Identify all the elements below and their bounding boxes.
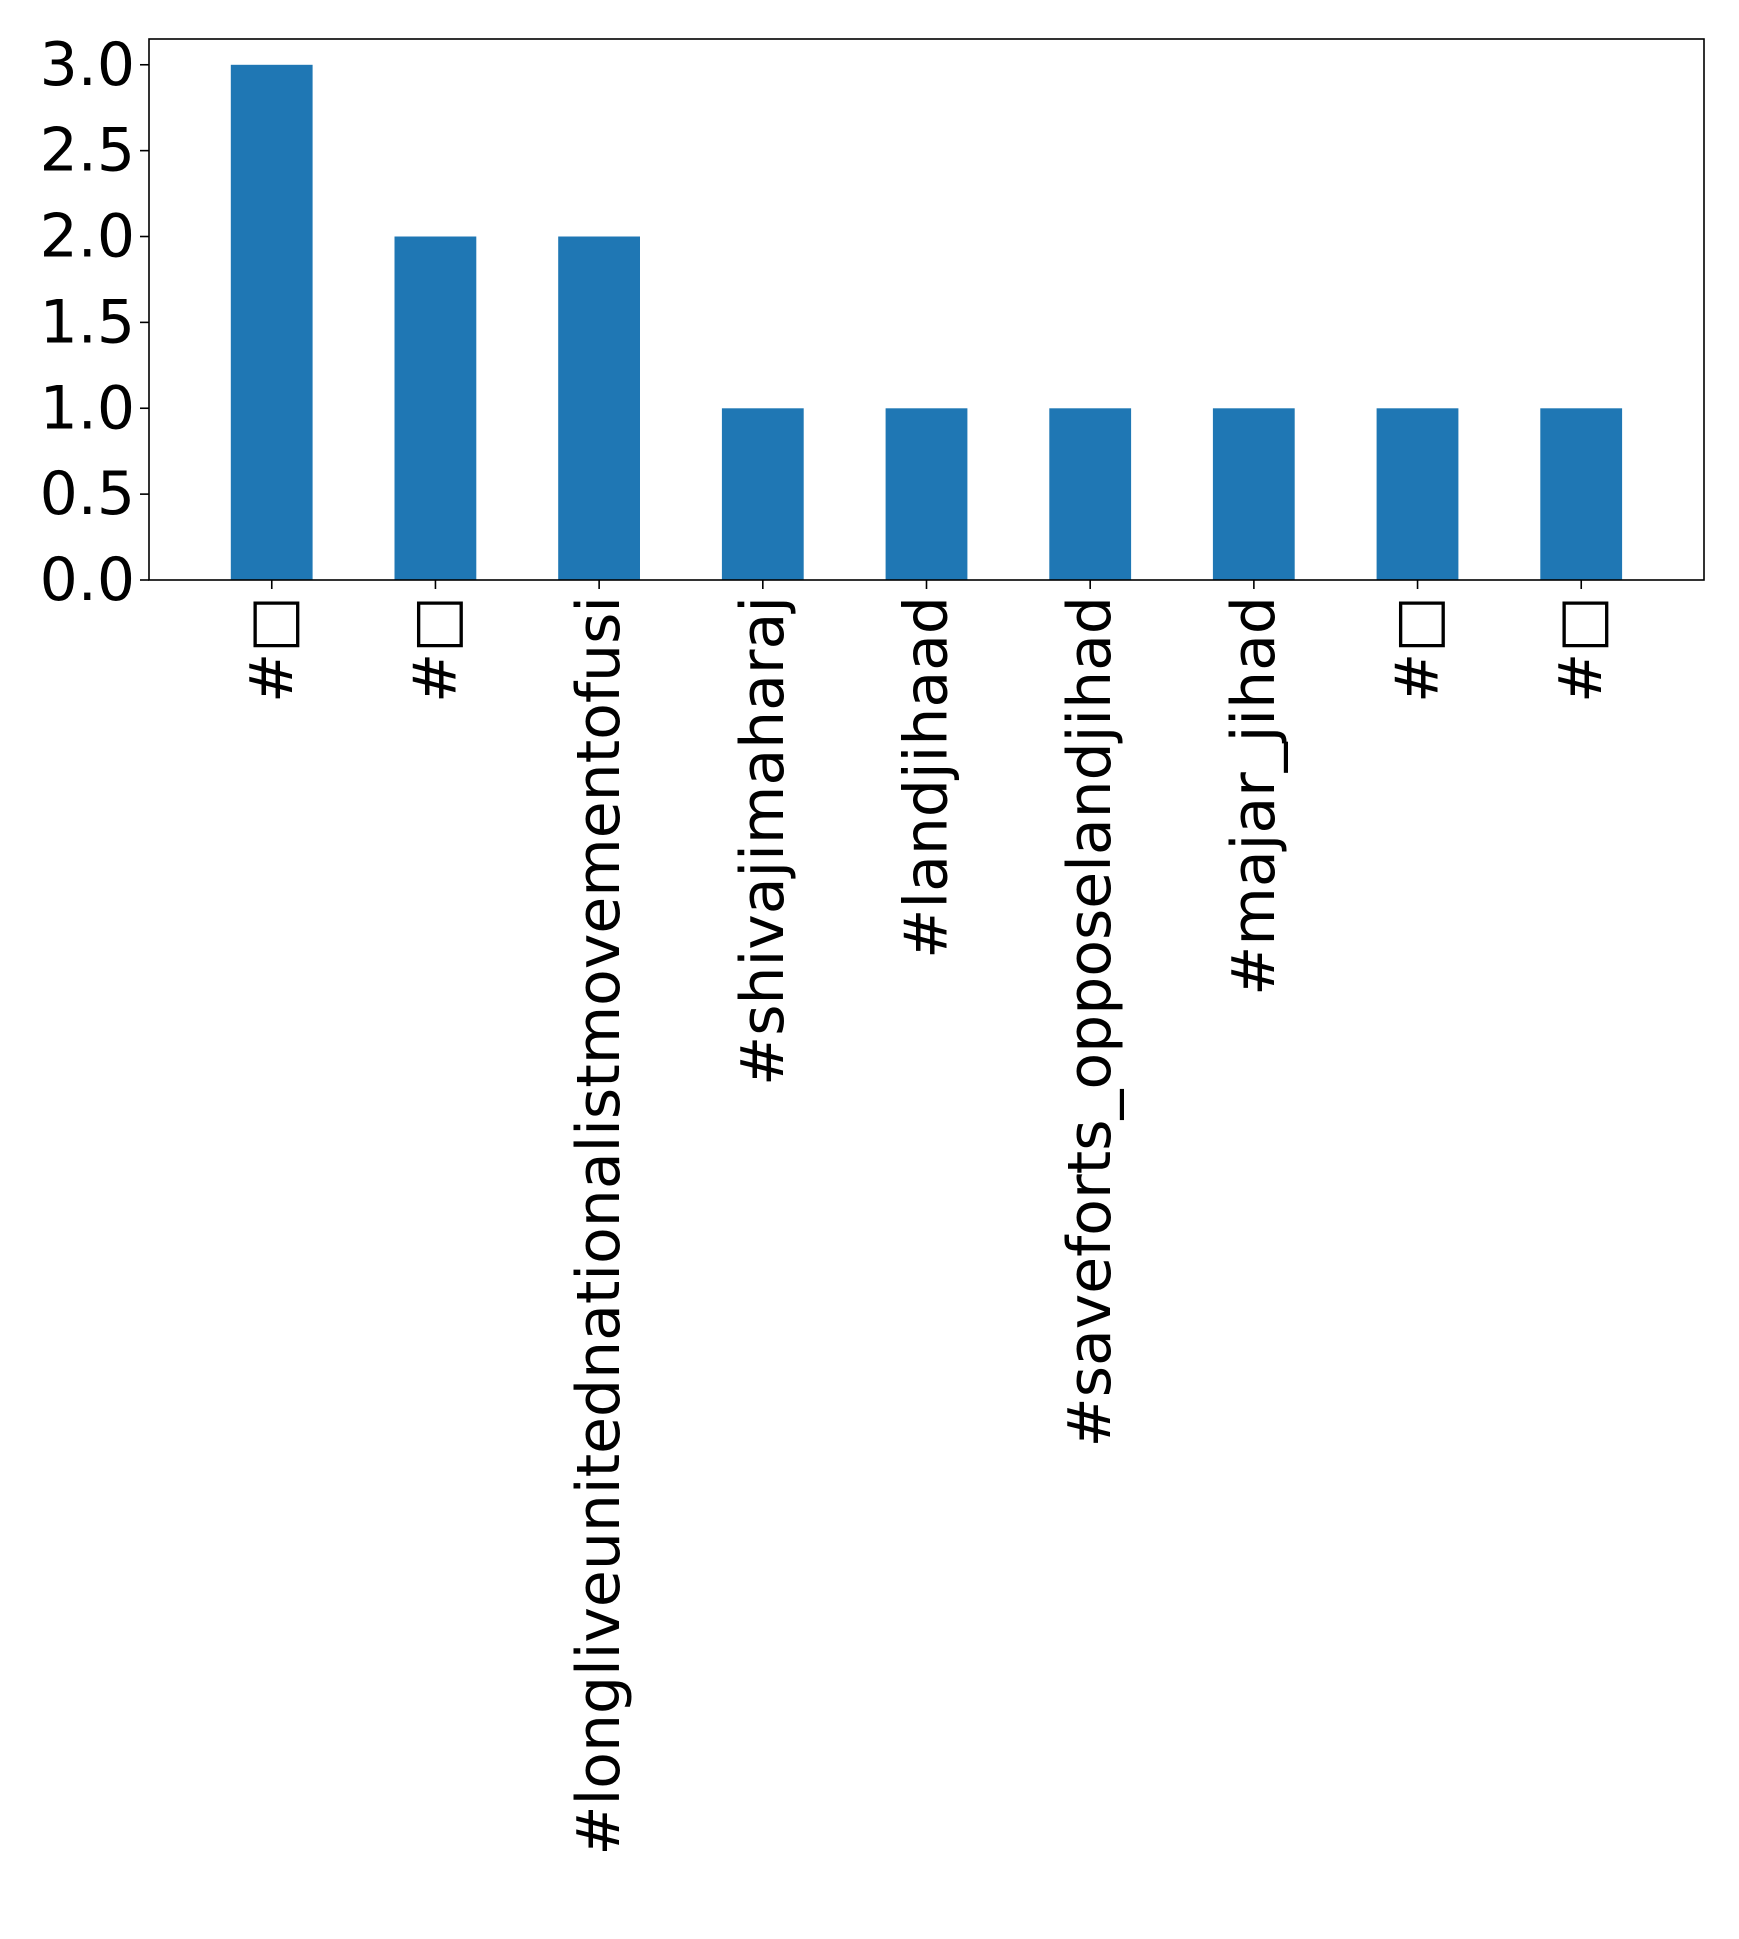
bar-4: [885, 408, 968, 580]
bar-3: [721, 408, 804, 580]
y-tick-label-4: 2.0: [40, 202, 135, 272]
x-tick-label-8: #□: [1546, 596, 1616, 703]
bar-series: [230, 64, 1623, 581]
bar-5: [1049, 408, 1132, 580]
x-tick-label-4: #landjihaad: [892, 596, 962, 959]
bar-1: [394, 236, 477, 580]
y-axis: 0.0 0.5 1.0 1.5 2.0 2.5 3.0: [40, 30, 149, 615]
y-tick-label-6: 3.0: [40, 30, 135, 100]
bar-7: [1376, 408, 1459, 580]
y-tick-label-1: 0.5: [40, 459, 135, 529]
bar-0: [230, 64, 313, 581]
y-tick-label-5: 2.5: [40, 116, 135, 186]
y-tick-label-2: 1.0: [40, 373, 135, 443]
x-axis: #□ #□ #longliveunitednationalistmovementof…: [237, 580, 1616, 1856]
bar-6: [1212, 408, 1295, 580]
x-tick-label-0: #□: [237, 596, 307, 703]
x-tick-label-1: #□: [400, 596, 470, 703]
y-tick-label-3: 1.5: [40, 287, 135, 357]
x-tick-label-7: #□: [1383, 596, 1453, 703]
y-tick-label-0: 0.0: [40, 545, 135, 615]
x-tick-label-2: #longliveunitednationalistmovementofusi: [564, 596, 634, 1856]
x-tick-label-6: #majar_jihad: [1219, 596, 1289, 996]
bar-2: [558, 236, 640, 580]
x-tick-label-5: #saveforts_opposelandjihad: [1055, 596, 1125, 1448]
x-tick-label-3: #shivajimaharaj: [728, 596, 798, 1086]
bar-8: [1540, 408, 1623, 580]
